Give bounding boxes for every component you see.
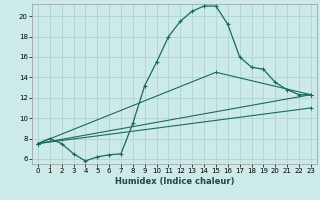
X-axis label: Humidex (Indice chaleur): Humidex (Indice chaleur): [115, 177, 234, 186]
